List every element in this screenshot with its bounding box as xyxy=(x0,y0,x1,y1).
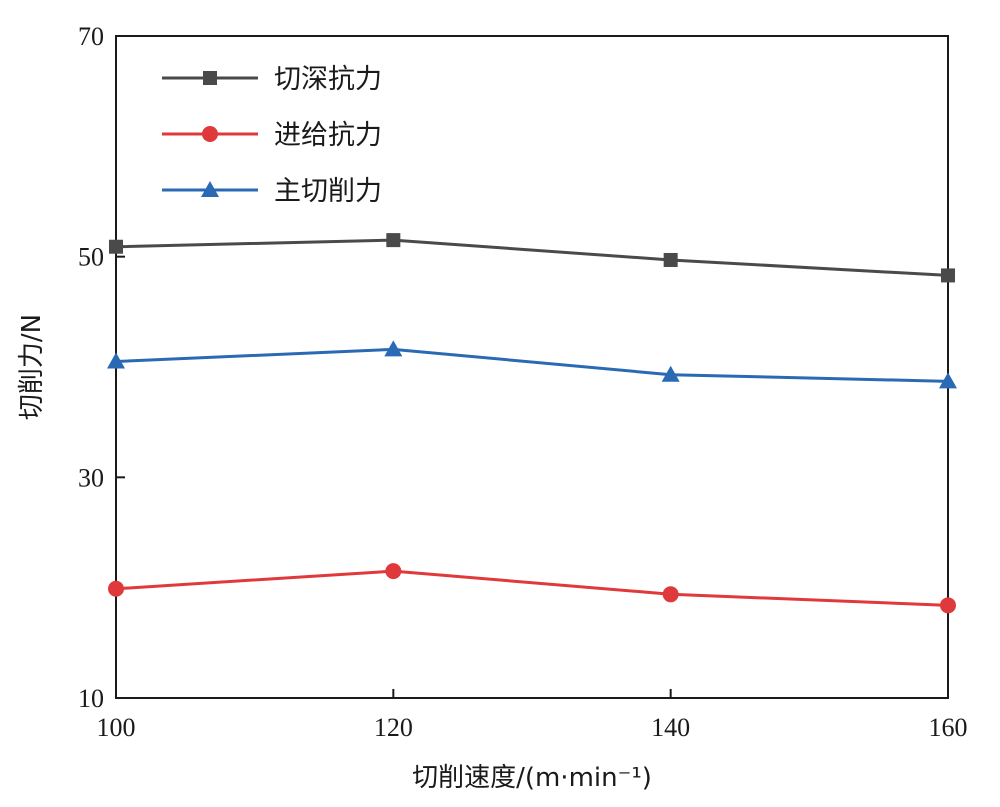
x-tick-label: 140 xyxy=(651,713,690,742)
x-tick-label: 100 xyxy=(97,713,136,742)
series-line xyxy=(115,569,949,607)
y-tick-label: 10 xyxy=(78,684,104,713)
data-point xyxy=(108,580,124,597)
legend-marker xyxy=(203,71,217,85)
legend-marker xyxy=(202,126,218,142)
legend-label: 切深抗力 xyxy=(274,64,382,95)
data-point xyxy=(663,252,678,267)
data-point xyxy=(662,586,679,603)
legend-item-1: 切深抗力 xyxy=(162,64,382,95)
x-tick-label: 120 xyxy=(374,713,413,742)
data-point xyxy=(385,563,402,580)
y-axis-title: 切削力/N xyxy=(17,314,47,420)
plot-area: 100 120 140 160 10 30 50 70 xyxy=(78,22,968,742)
data-point xyxy=(109,239,123,254)
series-2 xyxy=(108,563,956,614)
data-point xyxy=(107,352,125,369)
y-tick-label: 30 xyxy=(78,463,104,492)
legend-item-2: 进给抗力 xyxy=(162,120,382,151)
y-tick-label: 50 xyxy=(78,243,104,272)
data-point xyxy=(941,268,955,283)
x-axis-title: 切削速度/(m·min⁻¹) xyxy=(412,763,652,793)
series-1 xyxy=(109,233,955,283)
data-point xyxy=(940,597,956,614)
legend-marker xyxy=(201,181,219,197)
series-3 xyxy=(107,340,957,389)
data-point xyxy=(384,340,403,357)
y-tick-label: 70 xyxy=(78,22,104,51)
series-line xyxy=(115,347,949,383)
data-point xyxy=(386,233,401,248)
x-tick-label: 160 xyxy=(929,713,968,742)
legend-item-3: 主切削力 xyxy=(162,176,382,207)
series-line xyxy=(115,238,949,277)
legend-label: 主切削力 xyxy=(274,176,382,207)
data-point xyxy=(661,365,680,382)
legend-label: 进给抗力 xyxy=(274,120,382,151)
data-point xyxy=(939,372,957,389)
